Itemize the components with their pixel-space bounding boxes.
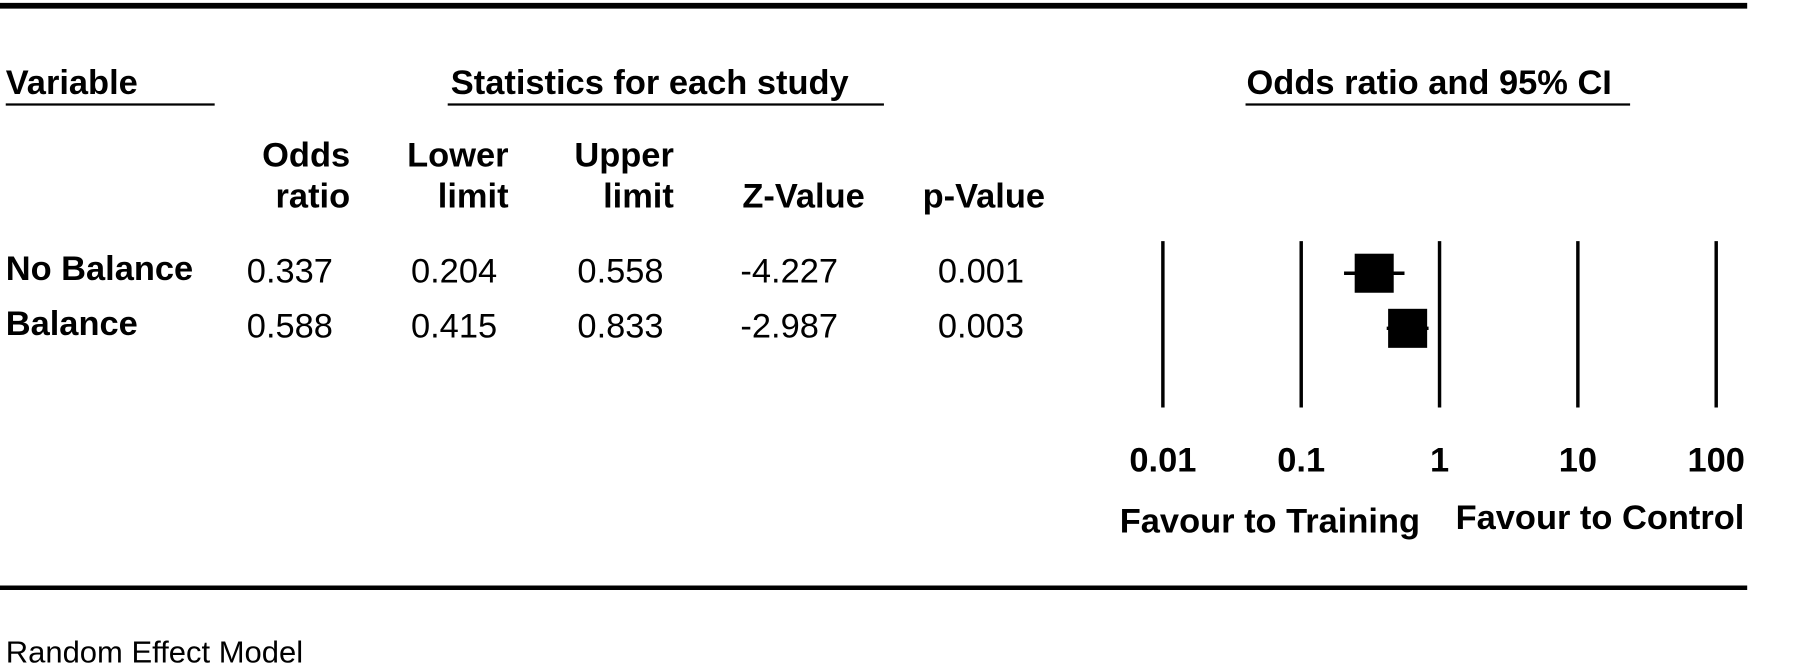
cell: 0.001: [938, 252, 1024, 290]
footer: Random Effect Model: [6, 635, 303, 670]
point-marker: [1388, 308, 1428, 348]
column-header: Odds: [262, 136, 350, 174]
x-tick-label: 100: [1687, 442, 1744, 480]
variable-header: Variable: [6, 64, 138, 102]
x-tick-label: 10: [1559, 442, 1597, 480]
row-name: No Balance: [6, 250, 193, 288]
point-marker: [1354, 253, 1394, 293]
column-header: p-Value: [923, 178, 1045, 216]
row-name: Balance: [6, 305, 138, 343]
cell: 0.415: [411, 307, 497, 345]
cell: 0.558: [577, 252, 663, 290]
x-tick-label: 0.01: [1129, 442, 1196, 480]
cell: 0.337: [247, 252, 333, 290]
cell: -4.227: [740, 252, 838, 290]
cell: 0.588: [247, 307, 333, 345]
plot-header: Odds ratio and 95% CI: [1247, 64, 1612, 102]
column-header: Lower: [407, 136, 508, 174]
statistics-header: Statistics for each study: [451, 64, 849, 102]
cell: 0.833: [577, 307, 663, 345]
cell: -2.987: [740, 307, 838, 345]
column-header: limit: [603, 178, 674, 216]
left-label: Favour to Training: [1120, 503, 1420, 541]
x-tick-label: 1: [1430, 442, 1449, 480]
cell: 0.003: [938, 307, 1024, 345]
column-header: ratio: [276, 178, 351, 216]
x-tick-label: 0.1: [1277, 442, 1325, 480]
column-header: Upper: [574, 136, 673, 174]
column-header: limit: [438, 178, 509, 216]
cell: 0.204: [411, 252, 497, 290]
right-label: Favour to Control: [1456, 499, 1745, 537]
column-header: Z-Value: [742, 178, 864, 216]
